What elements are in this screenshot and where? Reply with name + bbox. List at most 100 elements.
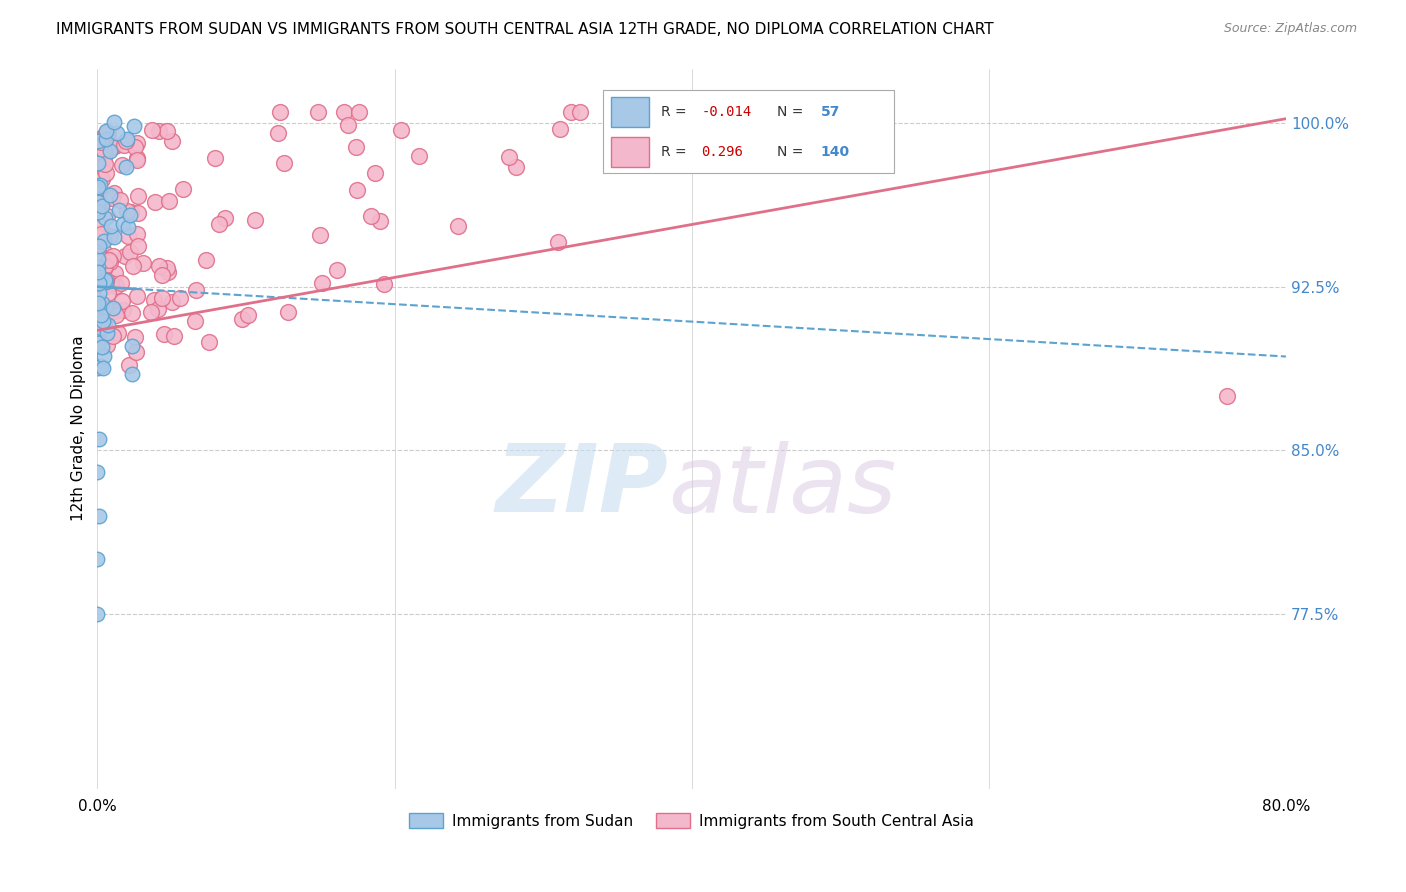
Point — [87, 298, 110, 312]
Text: Source: ZipAtlas.com: Source: ZipAtlas.com — [1223, 22, 1357, 36]
Point — [124, 330, 146, 344]
Point — [96, 326, 118, 340]
Point — [89, 297, 111, 311]
Point — [208, 217, 231, 231]
Point — [93, 349, 115, 363]
Point — [269, 105, 291, 120]
Point — [86, 260, 108, 275]
Point — [364, 166, 387, 180]
Point — [408, 149, 430, 163]
Point — [96, 166, 118, 180]
Point — [93, 145, 115, 159]
Point — [346, 183, 368, 197]
Point — [90, 320, 112, 334]
Point — [169, 291, 191, 305]
Point — [118, 358, 141, 372]
Point — [547, 235, 569, 249]
Point — [87, 228, 110, 243]
Point — [243, 213, 266, 227]
Point — [118, 209, 141, 223]
Point — [90, 145, 112, 160]
Point — [111, 294, 134, 309]
Point — [97, 301, 120, 316]
Point — [117, 132, 139, 146]
Point — [87, 178, 110, 193]
Point — [118, 245, 141, 260]
Point — [94, 275, 117, 289]
Point — [86, 465, 108, 479]
Point — [86, 204, 108, 219]
Point — [107, 326, 129, 340]
Point — [87, 265, 110, 279]
Point — [86, 607, 108, 621]
Point — [172, 182, 194, 196]
Point — [93, 151, 115, 165]
Point — [93, 157, 115, 171]
Point — [100, 276, 122, 290]
Point — [93, 280, 115, 294]
Point — [89, 299, 111, 313]
Point — [110, 276, 132, 290]
Point — [97, 318, 120, 332]
Point — [333, 105, 356, 120]
Point — [101, 140, 124, 154]
Point — [197, 335, 219, 350]
Point — [91, 361, 114, 376]
Point — [94, 132, 117, 146]
Point — [150, 268, 173, 283]
Point — [505, 160, 527, 174]
Point — [120, 205, 142, 219]
Point — [347, 105, 370, 120]
Point — [125, 151, 148, 165]
Point — [90, 227, 112, 241]
Point — [325, 263, 347, 277]
Point — [87, 194, 110, 209]
Point — [344, 140, 367, 154]
Point — [112, 138, 135, 153]
Point — [115, 160, 138, 174]
Point — [87, 155, 110, 169]
Point — [195, 252, 218, 267]
Point — [91, 321, 114, 335]
Point — [104, 279, 127, 293]
Point — [569, 105, 592, 120]
Point — [87, 171, 110, 186]
Point — [93, 193, 115, 207]
Point — [87, 239, 110, 253]
Point — [87, 252, 110, 266]
Point — [122, 119, 145, 133]
Point — [127, 239, 149, 253]
Point — [121, 339, 143, 353]
Point — [96, 126, 118, 140]
Point — [87, 179, 110, 194]
Point — [127, 153, 149, 167]
Point — [114, 249, 136, 263]
Point — [111, 302, 134, 317]
Point — [87, 277, 110, 291]
Point — [87, 360, 110, 375]
Point — [498, 150, 520, 164]
Point — [103, 301, 125, 316]
Point — [97, 126, 120, 140]
Point — [127, 189, 149, 203]
Point — [155, 123, 177, 137]
Point — [91, 296, 114, 310]
Point — [96, 337, 118, 351]
Point — [127, 206, 149, 220]
Point — [87, 245, 110, 260]
Point — [112, 217, 135, 231]
Point — [93, 273, 115, 287]
Point — [104, 308, 127, 322]
Point — [560, 105, 582, 120]
Point — [373, 277, 395, 291]
Point — [96, 123, 118, 137]
Point — [156, 265, 179, 279]
Point — [104, 266, 127, 280]
Point — [103, 186, 125, 200]
Point — [131, 256, 153, 270]
Point — [231, 311, 253, 326]
Point — [156, 260, 179, 275]
Point — [93, 259, 115, 273]
Point — [157, 194, 180, 209]
Point — [152, 326, 174, 341]
